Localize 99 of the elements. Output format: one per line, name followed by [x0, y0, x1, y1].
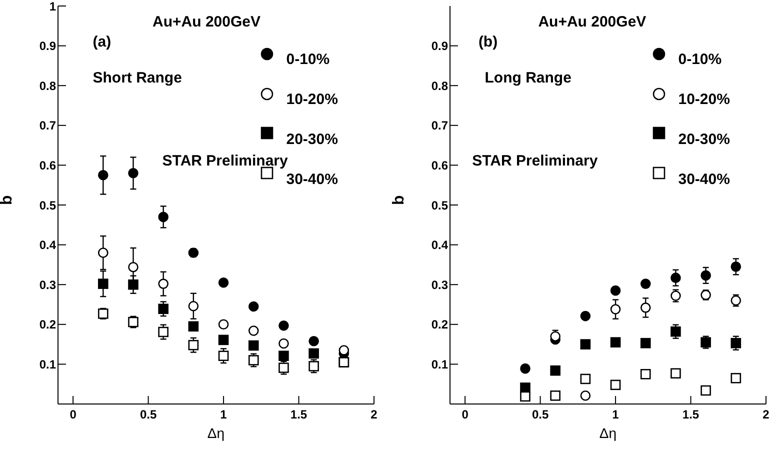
x-tick-label: 2 [370, 408, 378, 422]
point [248, 340, 259, 351]
x-tick-label: 0.5 [140, 408, 157, 422]
x-tick-label: 1 [612, 408, 620, 422]
x-tick-label: 2 [762, 408, 770, 422]
legend-label: 20-30% [286, 130, 338, 148]
point [218, 334, 229, 346]
point [700, 385, 711, 396]
y-tick-label: 0.5 [39, 198, 56, 212]
x-tick-label: 0 [70, 408, 77, 422]
x-tick-label: 1.5 [682, 408, 700, 422]
legend-label: 10-20% [678, 91, 730, 108]
legend-label: 20-30% [678, 130, 730, 148]
y-tick-label: 0.4 [431, 238, 448, 252]
annotation: (b) [478, 33, 498, 50]
x-tick-label: 0 [462, 408, 469, 422]
point [158, 304, 168, 314]
point [248, 301, 259, 312]
point [640, 278, 651, 289]
x-tick-label: 0.5 [532, 408, 549, 422]
y-tick-label: 0.1 [39, 357, 56, 372]
point [610, 285, 621, 296]
point [550, 365, 560, 376]
point [128, 279, 138, 290]
annotation: STAR Preliminary [162, 152, 288, 170]
point [278, 338, 289, 349]
point [128, 168, 138, 178]
point [520, 382, 530, 393]
point [98, 278, 108, 289]
y-tick-label: 0.6 [431, 158, 448, 172]
y-tick-label: 0.3 [39, 278, 56, 292]
y-tick-label: 0.4 [39, 238, 56, 252]
y-tick-label: 0.2 [39, 318, 56, 332]
point [278, 320, 289, 331]
y-tick-label: 0.8 [431, 78, 448, 93]
y-tick-label: 0.9 [39, 39, 56, 54]
legend-label: 30-40% [286, 170, 338, 188]
point [700, 270, 711, 281]
point [580, 339, 591, 350]
point [128, 262, 138, 272]
point [730, 372, 742, 384]
point [188, 300, 199, 312]
y-tick-label: 0.2 [431, 318, 448, 332]
point [610, 304, 621, 314]
point [670, 326, 681, 337]
legend-label: 30-40% [678, 170, 730, 188]
point [188, 340, 199, 350]
point [580, 390, 591, 401]
point [610, 380, 621, 390]
point [248, 326, 259, 336]
y-tick-label: 0.8 [39, 78, 56, 93]
point [278, 362, 289, 373]
point [98, 170, 108, 180]
annotation: (a) [92, 33, 112, 50]
y-tick-label: 0.6 [39, 158, 56, 172]
annotation: STAR Preliminary [472, 152, 598, 170]
x-tick-label: 1 [220, 408, 228, 422]
legend-label: 0-10% [286, 51, 330, 68]
point [188, 321, 199, 332]
y-tick-label: 0.3 [431, 278, 448, 292]
point [670, 368, 681, 379]
point [158, 212, 168, 222]
x-axis-title: Δη [599, 425, 617, 441]
y-tick-label: 0.5 [431, 198, 448, 212]
point [158, 278, 168, 289]
y-tick-label: 0.1 [431, 357, 448, 372]
annotation: Long Range [484, 69, 572, 86]
point [218, 319, 229, 330]
point [338, 345, 350, 356]
point [730, 262, 742, 272]
y-axis-title: b [390, 195, 408, 205]
point [580, 374, 591, 384]
y-tick-label: 1 [49, 0, 56, 14]
y-tick-label: 0.7 [39, 118, 56, 133]
y-tick-label: 0.7 [431, 118, 448, 133]
x-tick-label: 1.5 [290, 408, 308, 422]
point [640, 338, 651, 348]
point [248, 355, 259, 366]
point [580, 310, 591, 322]
point [308, 336, 319, 346]
annotation: Au+Au 200GeV [538, 13, 646, 30]
point [610, 337, 621, 348]
point [218, 350, 229, 361]
point [218, 277, 229, 288]
legend-label: 10-20% [286, 91, 338, 108]
point [670, 272, 681, 283]
legend-label: 0-10% [678, 51, 722, 68]
annotation: Au+Au 200GeV [152, 13, 260, 30]
point [158, 326, 168, 338]
point [640, 369, 651, 380]
point [550, 390, 560, 401]
point [520, 363, 530, 374]
x-axis-title: Δη [207, 425, 225, 441]
point [520, 391, 530, 402]
point [98, 248, 108, 258]
y-axis-title: b [0, 195, 16, 205]
point [640, 302, 651, 313]
y-tick-label: 0.9 [431, 39, 448, 54]
annotation: Short Range [92, 69, 182, 86]
